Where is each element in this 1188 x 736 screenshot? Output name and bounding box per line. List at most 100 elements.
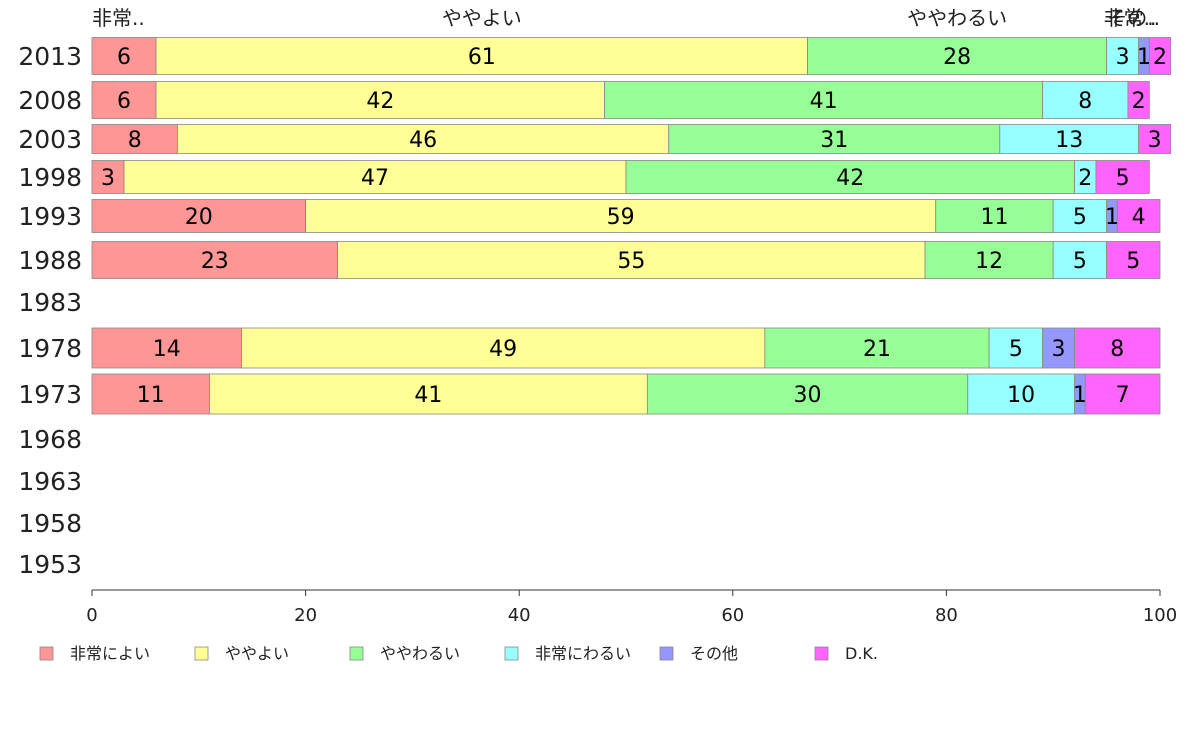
data-label-1993-series-1: 59 xyxy=(607,205,635,230)
x-tick-label-0: 0 xyxy=(86,605,97,626)
bar-2003-series-2 xyxy=(668,124,1001,154)
bar-1978-series-3 xyxy=(988,327,1043,369)
data-label-1978-series-3: 5 xyxy=(1009,337,1023,362)
bar-1998-series-1 xyxy=(123,160,627,194)
bar-1978-series-5 xyxy=(1074,327,1161,369)
data-label-1973-series-2: 30 xyxy=(794,383,822,408)
data-label-1998-series-3: 2 xyxy=(1078,166,1092,191)
legend-swatch-2 xyxy=(349,646,364,661)
bar-1993-series-2 xyxy=(935,199,1054,233)
year-label-1993: 1993 xyxy=(18,202,82,231)
year-label-1963: 1963 xyxy=(18,467,82,496)
x-tick-label-20: 20 xyxy=(294,605,317,626)
top-category-label-0: 非常.. xyxy=(92,6,145,30)
data-label-1993-series-4: 1 xyxy=(1105,205,1119,230)
bar-2008-series-1 xyxy=(155,81,606,119)
bar-1973-series-0 xyxy=(91,373,210,415)
year-label-2008: 2008 xyxy=(18,86,82,115)
data-label-2008-series-2: 41 xyxy=(810,89,838,114)
data-label-2008-series-0: 6 xyxy=(117,89,131,114)
year-label-1973: 1973 xyxy=(18,380,82,409)
bar-1978-series-4 xyxy=(1042,327,1075,369)
legend-label-3: 非常にわるい xyxy=(535,644,631,663)
year-label-1953: 1953 xyxy=(18,550,82,579)
data-label-1993-series-3: 5 xyxy=(1073,205,1087,230)
x-tick-label-100: 100 xyxy=(1143,605,1177,626)
data-label-1978-series-0: 14 xyxy=(153,337,181,362)
legend-label-5: D.K. xyxy=(845,644,878,663)
bar-2008-series-3 xyxy=(1042,81,1129,119)
bar-1998-series-2 xyxy=(625,160,1075,194)
data-label-1978-series-4: 3 xyxy=(1052,337,1066,362)
legend-label-2: ややわるい xyxy=(380,644,460,663)
x-tick-label-40: 40 xyxy=(508,605,531,626)
legend-swatch-4 xyxy=(659,646,674,661)
data-label-1973-series-0: 11 xyxy=(137,383,165,408)
year-label-2003: 2003 xyxy=(18,125,82,154)
bar-1988-series-3 xyxy=(1052,241,1107,279)
year-label-1983: 1983 xyxy=(18,288,82,317)
bar-1998-series-0 xyxy=(91,160,125,194)
bar-1993-series-0 xyxy=(91,199,307,233)
data-label-1973-series-3: 10 xyxy=(1007,383,1035,408)
bar-1973-series-2 xyxy=(646,373,969,415)
data-label-1973-series-5: 7 xyxy=(1116,383,1130,408)
data-label-1988-series-0: 23 xyxy=(201,249,229,274)
legend-swatch-0 xyxy=(39,646,54,661)
bar-1978-series-0 xyxy=(91,327,242,369)
data-label-2003-series-2: 31 xyxy=(820,128,848,153)
legend-label-0: 非常によい xyxy=(70,644,150,663)
data-label-2013-series-5: 2 xyxy=(1153,45,1167,70)
bar-2013-series-1 xyxy=(155,37,808,75)
bar-1993-series-5 xyxy=(1116,199,1161,233)
data-label-1978-series-1: 49 xyxy=(489,337,517,362)
data-label-1973-series-1: 41 xyxy=(414,383,442,408)
bar-1973-series-5 xyxy=(1084,373,1161,415)
bar-1988-series-5 xyxy=(1106,241,1161,279)
year-label-1988: 1988 xyxy=(18,246,82,275)
x-tick-label-80: 80 xyxy=(935,605,958,626)
data-label-1988-series-3: 5 xyxy=(1073,249,1087,274)
bar-1973-series-3 xyxy=(967,373,1075,415)
data-label-1988-series-1: 55 xyxy=(617,249,645,274)
top-category-label-2: ややわるい xyxy=(907,6,1007,30)
bar-2008-series-0 xyxy=(91,81,157,119)
bar-1978-series-1 xyxy=(241,327,766,369)
bar-1978-series-2 xyxy=(764,327,990,369)
bar-2013-series-0 xyxy=(91,37,157,75)
data-label-1998-series-1: 47 xyxy=(361,166,389,191)
bar-1988-series-0 xyxy=(91,241,339,279)
bar-1988-series-2 xyxy=(924,241,1054,279)
legend-swatch-3 xyxy=(504,646,519,661)
data-label-1988-series-2: 12 xyxy=(975,249,1003,274)
x-tick-label-60: 60 xyxy=(721,605,744,626)
bar-2008-series-2 xyxy=(604,81,1043,119)
data-label-2003-series-1: 46 xyxy=(409,128,437,153)
data-label-2003-series-0: 8 xyxy=(128,128,142,153)
data-label-2013-series-3: 3 xyxy=(1116,45,1130,70)
bar-2003-series-1 xyxy=(177,124,670,154)
top-category-label-1: ややよい xyxy=(442,6,522,30)
bar-1998-series-5 xyxy=(1095,160,1150,194)
data-label-2003-series-3: 13 xyxy=(1055,128,1083,153)
year-label-1968: 1968 xyxy=(18,425,82,454)
bar-1988-series-1 xyxy=(337,241,926,279)
data-label-2013-series-4: 1 xyxy=(1137,45,1151,70)
legend-label-1: ややよい xyxy=(225,644,289,663)
legend-swatch-5 xyxy=(814,646,829,661)
data-label-1978-series-5: 8 xyxy=(1110,337,1124,362)
year-label-1998: 1998 xyxy=(18,163,82,192)
legend-label-4: その他 xyxy=(690,644,738,663)
year-label-1958: 1958 xyxy=(18,509,82,538)
bar-2013-series-5 xyxy=(1148,37,1172,75)
data-label-1993-series-0: 20 xyxy=(185,205,213,230)
data-label-2003-series-5: 3 xyxy=(1148,128,1162,153)
data-label-1978-series-2: 21 xyxy=(863,337,891,362)
data-label-1988-series-5: 5 xyxy=(1126,249,1140,274)
data-label-1973-series-4: 1 xyxy=(1073,383,1087,408)
data-label-2013-series-1: 61 xyxy=(468,45,496,70)
data-label-1993-series-5: 4 xyxy=(1132,205,1146,230)
data-label-2008-series-5: 2 xyxy=(1132,89,1146,114)
top-category-label-4: その.. xyxy=(1107,6,1160,30)
